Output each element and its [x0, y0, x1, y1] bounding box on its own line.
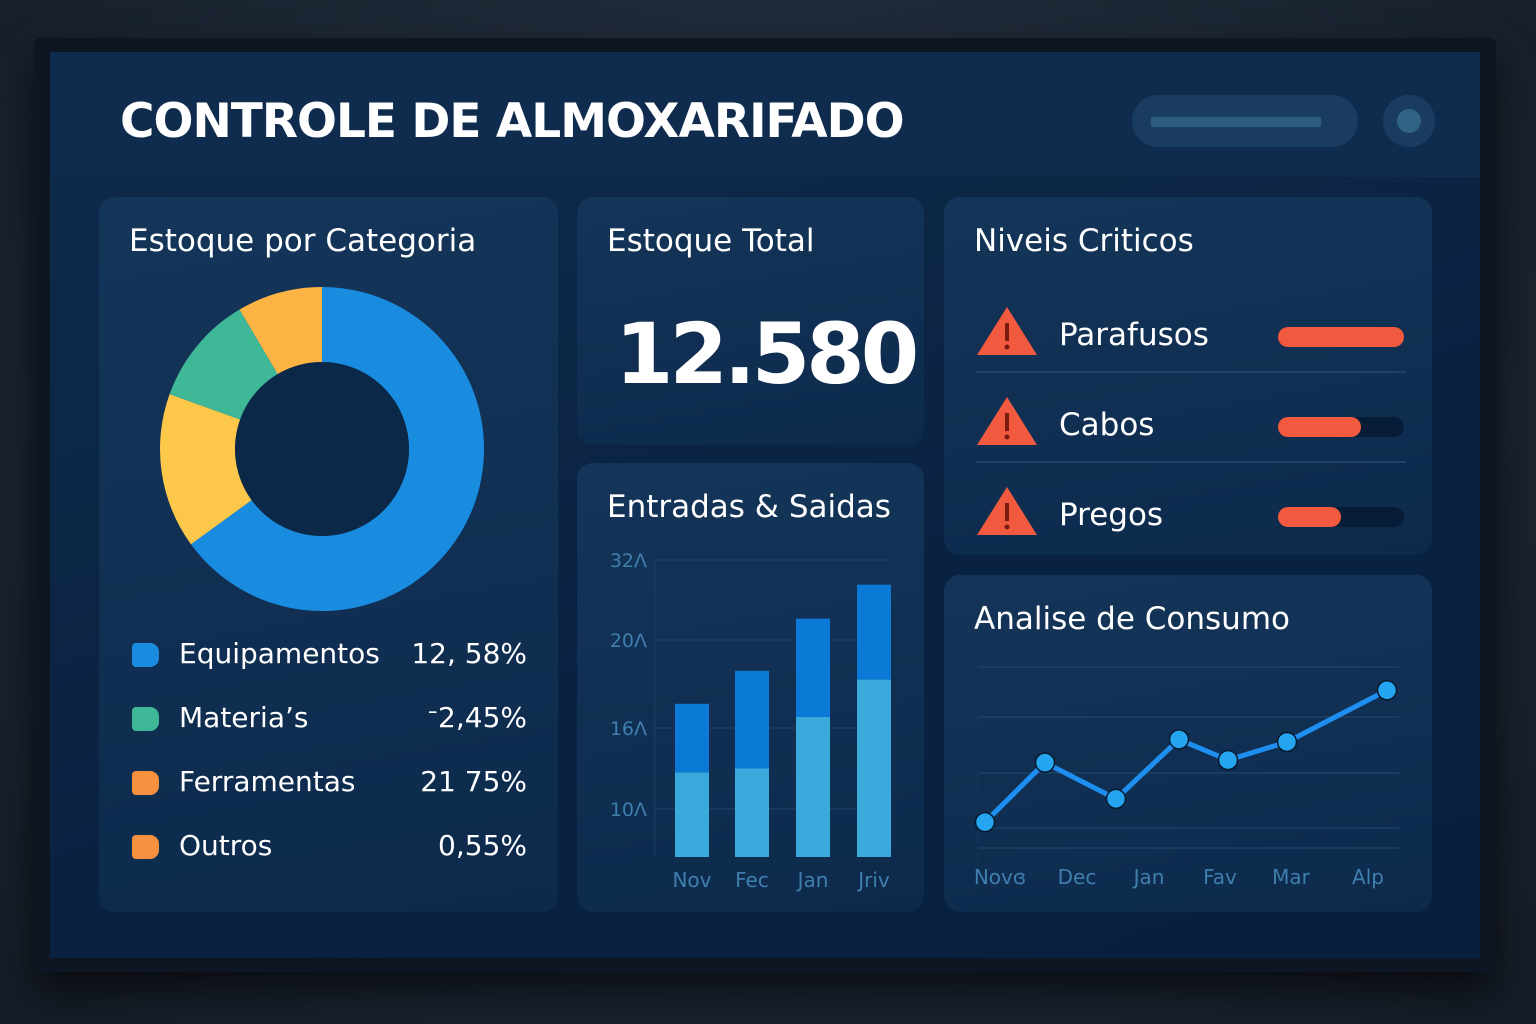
- header: CONTROLE DE ALMOXARIFADO: [50, 52, 1480, 178]
- legend-label: Outros: [179, 829, 273, 862]
- donut-chart: [160, 287, 485, 611]
- line-chart: Novɞ Dec Jan Fav Mar Alp: [974, 666, 1399, 889]
- legend-item: Ferramentas 21 75%: [132, 763, 527, 803]
- critical-item: Pregos: [976, 465, 1406, 555]
- legend-item: Materia’s ᐨ2,45%: [132, 699, 527, 739]
- search-placeholder-line: [1151, 117, 1321, 127]
- data-point: [1168, 729, 1190, 750]
- donut-slice: [169, 309, 278, 420]
- critical-item-label: Pregos: [1059, 497, 1164, 533]
- x-tick-label: Mar: [1272, 865, 1311, 889]
- x-tick-label: Dec: [1058, 865, 1097, 889]
- data-point: [1034, 752, 1056, 773]
- legend-label: Equipamentos: [179, 637, 380, 670]
- donut-slice: [239, 287, 322, 375]
- x-tick-label: Jan: [796, 868, 829, 892]
- bar-chart: 32Λ 20Λ 16Λ 10Λ Nov Fec Jan Jriv: [610, 550, 891, 892]
- critical-item: Cabos: [976, 375, 1406, 465]
- card-entradas-saidas: Entradas & Saidas 32Λ 20Λ 16Λ 10Λ Nov Fec Jan J…: [577, 463, 924, 912]
- card-analise-consumo: Analise de Consumo Novɞ Dec Jan Fav Mar Alp: [944, 575, 1432, 912]
- bar-segment-top: [735, 670, 769, 769]
- donut-slice: [160, 394, 252, 545]
- warning-triangle-icon: [977, 487, 1037, 535]
- legend-item: Outros 0,55%: [132, 827, 527, 867]
- legend-value: 21 75%: [420, 765, 527, 798]
- critical-item-label: Cabos: [1059, 407, 1155, 443]
- level-bar-fill: [1278, 417, 1362, 437]
- card-title: Estoque Total: [607, 223, 815, 259]
- data-point: [1105, 788, 1127, 810]
- data-point: [974, 811, 996, 833]
- bar-segment-bottom: [735, 768, 769, 857]
- legend-item: Equipamentos 12, 58%: [132, 635, 527, 675]
- x-tick-label: Nov: [672, 868, 711, 892]
- x-tick-label: Fec: [735, 868, 769, 892]
- critical-item: Parafusos: [976, 285, 1406, 375]
- x-tick-label: Novɞ: [974, 865, 1026, 889]
- critical-item-label: Parafusos: [1059, 317, 1209, 353]
- divider: [976, 371, 1406, 373]
- card-estoque-categoria: Estoque por Categoria Equipamentos 12, 5…: [99, 197, 558, 912]
- level-bar: [1278, 327, 1404, 347]
- legend-value: ᐨ2,45%: [427, 701, 527, 734]
- user-avatar-icon: [1397, 109, 1421, 133]
- total-value: 12.580: [615, 305, 919, 403]
- warning-triangle-icon: [977, 307, 1037, 355]
- bar-segment-bottom: [796, 717, 830, 857]
- legend-value: 12, 58%: [411, 637, 527, 670]
- card-title: Estoque por Categoria: [129, 223, 477, 259]
- level-bar-fill: [1278, 327, 1404, 347]
- legend-value: 0,55%: [438, 829, 527, 862]
- legend-swatch: [132, 643, 159, 667]
- divider: [976, 461, 1406, 463]
- level-bar: [1278, 507, 1404, 527]
- level-bar-fill: [1278, 507, 1341, 527]
- y-tick-label: 16Λ: [610, 718, 647, 740]
- data-point: [1276, 731, 1298, 753]
- avatar-button[interactable]: [1383, 95, 1435, 147]
- x-tick-label: Fav: [1203, 865, 1237, 889]
- search-bar[interactable]: [1132, 95, 1358, 147]
- card-title: Niveis Criticos: [974, 223, 1194, 259]
- data-point: [1376, 680, 1398, 701]
- legend-label: Materia’s: [179, 701, 309, 734]
- bar-segment-bottom: [857, 679, 891, 857]
- bar-segment-top: [675, 703, 709, 773]
- y-tick-label: 10Λ: [610, 799, 647, 821]
- legend-label: Ferramentas: [179, 765, 356, 798]
- donut-hole: [235, 362, 409, 536]
- legend-swatch: [132, 771, 159, 795]
- bar-segment-top: [796, 618, 830, 717]
- x-tick-label: Jriv: [856, 868, 890, 892]
- x-tick-label: Jan: [1132, 865, 1165, 889]
- legend-swatch: [132, 835, 159, 859]
- level-bar: [1278, 417, 1404, 437]
- bar-segment-top: [857, 584, 891, 680]
- donut-slice: [190, 287, 485, 611]
- legend-swatch: [132, 707, 159, 731]
- data-point: [1217, 749, 1239, 771]
- x-tick-label: Alp: [1352, 865, 1384, 889]
- warning-triangle-icon: [977, 397, 1037, 445]
- card-estoque-total: Estoque Total 12.580: [577, 197, 924, 445]
- card-niveis-criticos: Niveis Criticos Parafusos Cabos Pregos: [944, 197, 1432, 555]
- y-tick-label: 20Λ: [610, 630, 647, 652]
- card-title: Entradas & Saidas: [607, 489, 891, 525]
- page-title: CONTROLE DE ALMOXARIFADO: [120, 94, 905, 149]
- card-title: Analise de Consumo: [974, 601, 1290, 637]
- bar-segment-bottom: [675, 772, 709, 857]
- y-tick-label: 32Λ: [610, 550, 647, 572]
